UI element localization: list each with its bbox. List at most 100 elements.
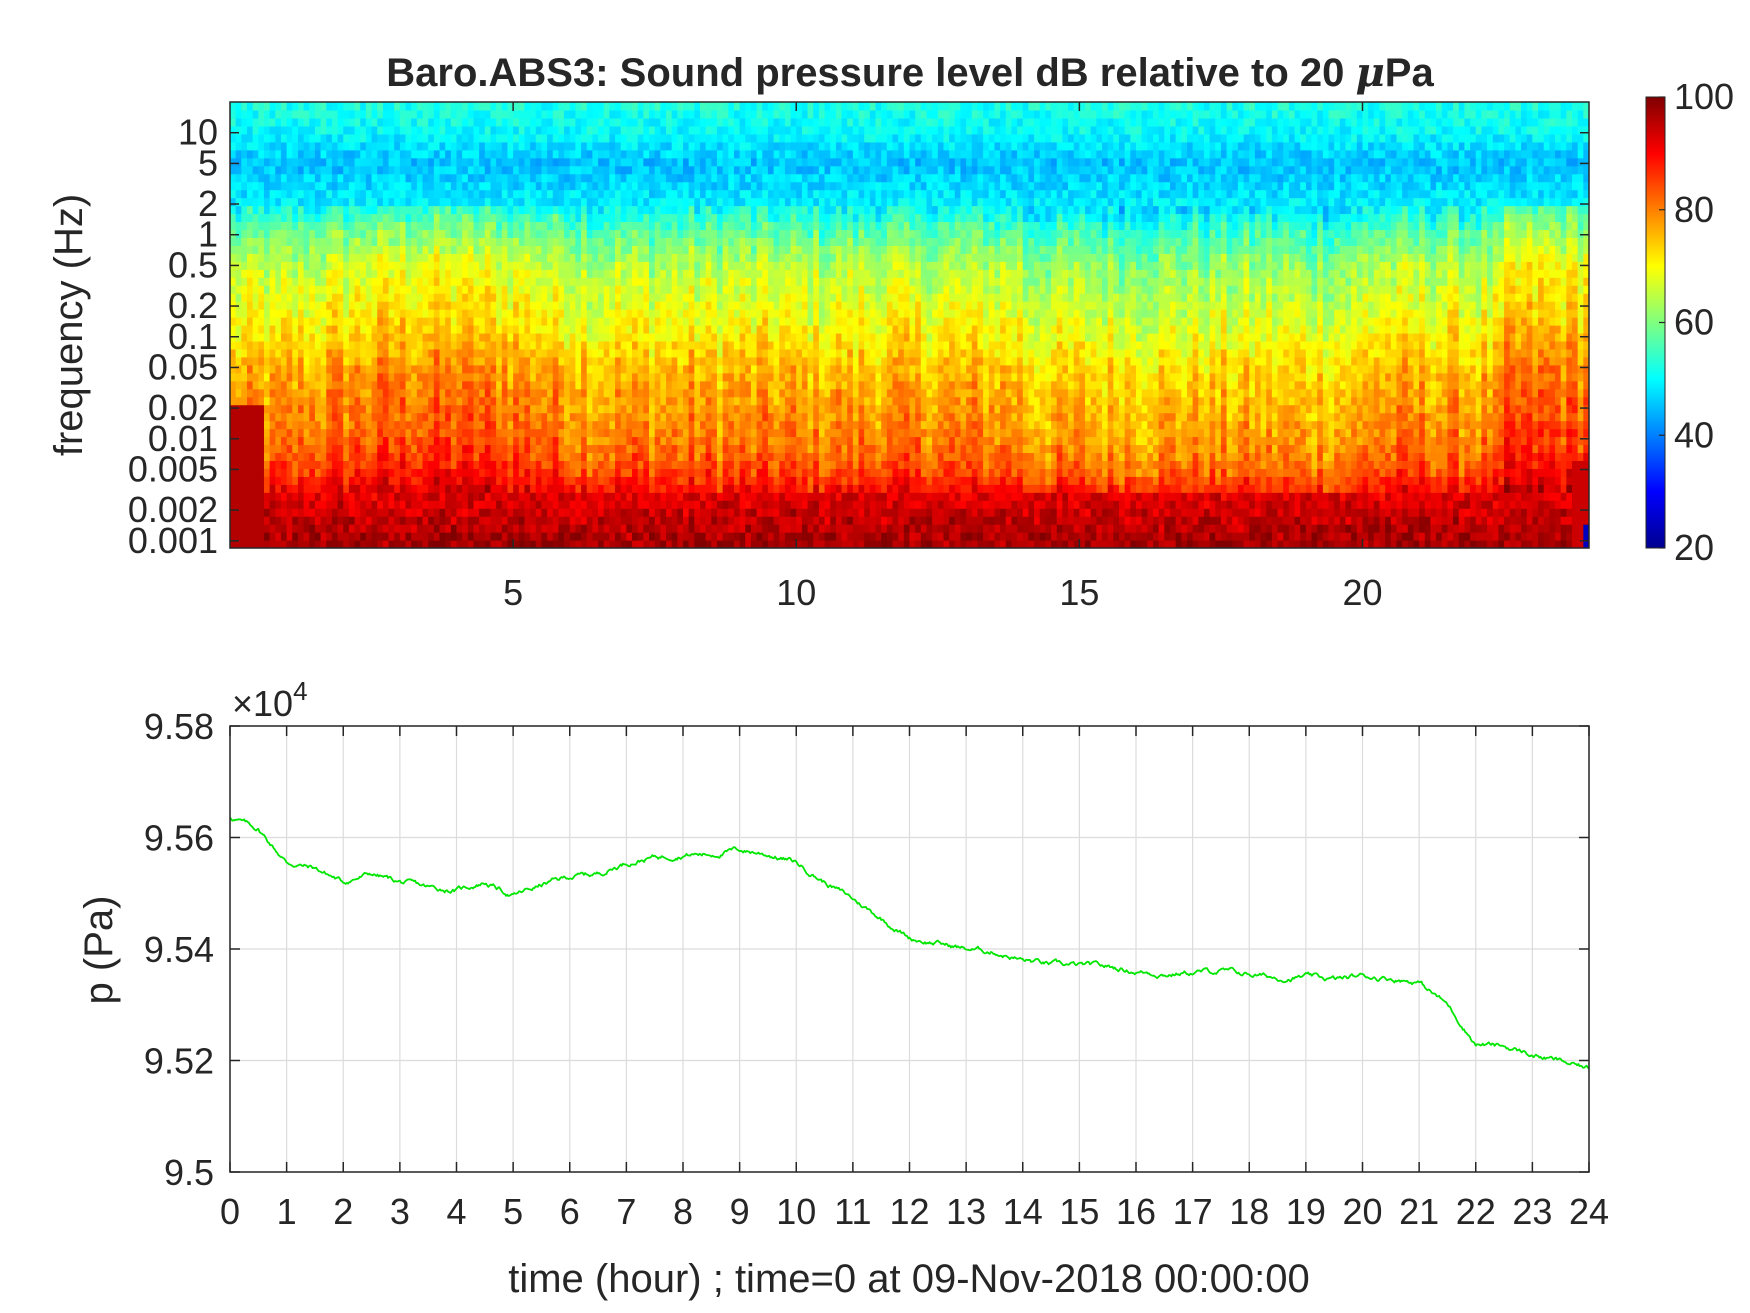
heatmap-cell <box>496 388 503 398</box>
heatmap-cell <box>399 301 407 310</box>
heatmap-cell <box>558 428 565 438</box>
heatmap-cell <box>513 372 520 382</box>
heatmap-cell <box>496 261 503 270</box>
heatmap-cell <box>377 309 384 318</box>
heatmap-cell <box>246 285 254 294</box>
heatmap-cell <box>552 444 560 454</box>
heatmap-cell <box>507 404 514 414</box>
heatmap-cell <box>484 165 492 175</box>
heatmap-cell <box>496 492 503 501</box>
heatmap-cell <box>654 372 661 382</box>
heatmap-cell <box>603 484 610 493</box>
heatmap-cell <box>314 261 322 270</box>
heatmap-cell <box>507 149 514 159</box>
heatmap-cell <box>337 205 344 215</box>
heatmap-cell <box>320 102 327 111</box>
heatmap-cell <box>660 348 667 358</box>
heatmap-cell <box>575 332 582 342</box>
heatmap-cell <box>303 372 310 382</box>
heatmap-cell <box>592 237 599 246</box>
heatmap-cell <box>263 181 271 191</box>
heatmap-cell <box>569 117 577 127</box>
heatmap-cell <box>626 269 633 278</box>
heatmap-cell <box>711 340 718 350</box>
heatmap-cell <box>337 356 344 366</box>
heatmap-cell <box>365 532 373 541</box>
heatmap-cell <box>711 412 718 422</box>
heatmap-cell <box>422 340 429 350</box>
heatmap-cell <box>280 540 288 548</box>
heatmap-cell <box>484 221 492 231</box>
heatmap-cell <box>581 221 588 231</box>
heatmap-cell <box>558 205 565 215</box>
heatmap-cell <box>275 325 282 334</box>
heatmap-cell <box>711 173 718 183</box>
heatmap-cell <box>615 325 622 334</box>
heatmap-cell <box>348 221 356 231</box>
heatmap-cell <box>377 540 384 548</box>
heatmap-cell <box>649 317 656 326</box>
heatmap-cell <box>666 516 673 525</box>
heatmap-cell <box>615 508 622 517</box>
heatmap-cell <box>683 516 690 525</box>
heatmap-cell <box>699 348 707 358</box>
heatmap-cell <box>564 428 571 438</box>
heatmap-cell <box>343 173 350 183</box>
heatmap-cell <box>428 364 435 374</box>
heatmap-cell <box>450 500 458 509</box>
heatmap-cell <box>479 428 486 438</box>
heatmap-cell <box>456 444 463 454</box>
heatmap-cell <box>314 109 322 119</box>
heatmap-cell <box>716 420 724 430</box>
heatmap-cell <box>586 245 593 254</box>
heatmap-cell <box>688 524 695 533</box>
heatmap-cell <box>592 133 599 143</box>
heatmap-cell <box>405 500 412 509</box>
heatmap-cell <box>626 452 633 461</box>
heatmap-cell <box>569 109 577 119</box>
heatmap-cell <box>252 197 259 207</box>
heatmap-cell <box>620 540 627 548</box>
heatmap-cell <box>371 516 378 525</box>
heatmap-cell <box>688 460 695 469</box>
heatmap-cell <box>547 285 554 294</box>
heatmap-cell <box>637 213 644 223</box>
heatmap-cell <box>467 237 475 246</box>
heatmap-cell <box>241 452 248 461</box>
heatmap-cell <box>377 205 384 215</box>
heatmap-cell <box>388 388 395 398</box>
heatmap-cell <box>660 468 667 477</box>
heatmap-cell <box>286 125 293 135</box>
heatmap-cell <box>280 269 288 278</box>
heatmap-cell <box>416 356 424 366</box>
heatmap-cell <box>677 197 684 207</box>
heatmap-cell <box>677 133 684 143</box>
heatmap-cell <box>292 516 299 525</box>
heatmap-cell <box>348 277 356 286</box>
heatmap-cell <box>609 452 616 461</box>
heatmap-cell <box>297 102 305 111</box>
heatmap-cell <box>365 436 373 446</box>
heatmap-cell <box>586 181 593 191</box>
heatmap-cell <box>728 404 735 414</box>
heatmap-cell <box>547 356 554 366</box>
heatmap-cell <box>422 460 429 469</box>
heatmap-cell <box>439 117 446 127</box>
heatmap-cell <box>654 205 661 215</box>
heatmap-cell <box>586 149 593 159</box>
heatmap-cell <box>620 109 627 119</box>
heatmap-cell <box>314 285 322 294</box>
heatmap-cell <box>541 500 548 509</box>
heatmap-cell <box>252 277 259 286</box>
heatmap-cell <box>496 125 503 135</box>
heatmap-cell <box>331 524 339 533</box>
heatmap-cell <box>598 388 605 398</box>
heatmap-cell <box>269 372 276 382</box>
heatmap-cell <box>705 165 712 175</box>
heatmap-cell <box>377 165 384 175</box>
heatmap-cell <box>603 412 610 422</box>
heatmap-cell <box>382 229 390 238</box>
heatmap-cell <box>252 348 259 358</box>
heatmap-cell <box>598 165 605 175</box>
heatmap-cell <box>620 524 627 533</box>
